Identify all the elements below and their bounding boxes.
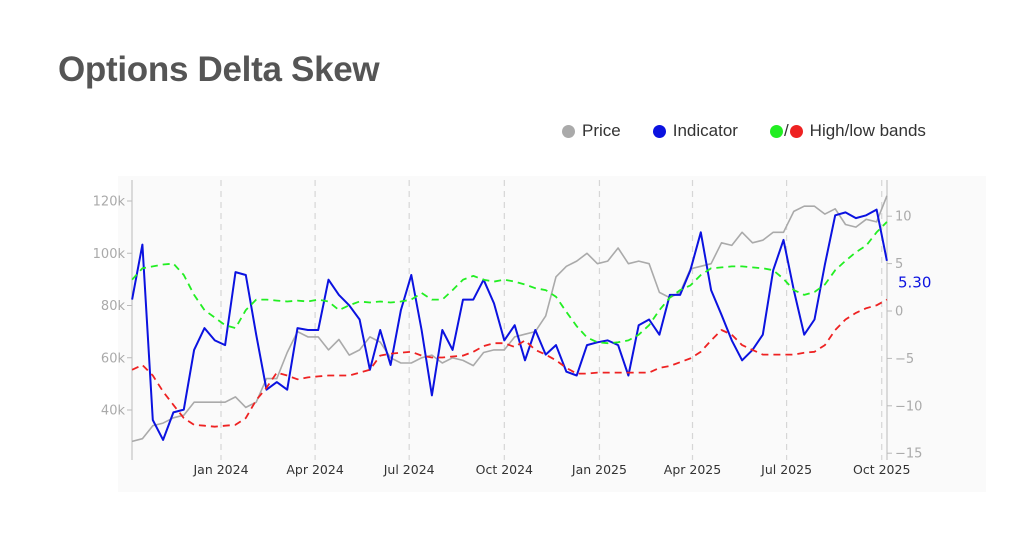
series-indicator (131, 208, 888, 441)
last-value-label: 5.30 (898, 274, 931, 292)
legend-separator: / (783, 121, 789, 140)
price-dot-icon (562, 124, 575, 138)
right-tick-label: 5 (895, 257, 903, 272)
high-band-dot-icon (769, 124, 783, 138)
right-tick-label: −5 (895, 352, 914, 367)
right-tick-label: −15 (895, 447, 922, 462)
x-tick-label: Apr 2025 (664, 462, 721, 477)
series-low-band (131, 298, 888, 428)
x-tick-label: Jul 2024 (383, 462, 435, 477)
x-tick-label: Jan 2025 (571, 462, 627, 477)
left-tick-label: 40k (101, 404, 126, 419)
series-price (131, 195, 888, 443)
left-tick-label: 60k (101, 351, 126, 366)
series-high-band (131, 221, 888, 345)
legend-label: Price (582, 121, 621, 140)
legend-item-indicator[interactable]: Indicator (652, 121, 738, 141)
left-tick-label: 120k (93, 195, 126, 210)
left-tick-label: 80k (101, 299, 126, 314)
indicator-dot-icon (652, 124, 666, 138)
right-tick-label: 10 (895, 210, 912, 225)
x-tick-label: Jan 2024 (192, 462, 248, 477)
x-tick-label: Apr 2024 (286, 462, 343, 477)
right-tick-label: 0 (895, 305, 903, 320)
plot-background (118, 176, 986, 492)
page-title: Options Delta Skew (58, 50, 380, 89)
legend-item-price[interactable]: Price (562, 121, 621, 141)
legend-label: High/low bands (809, 121, 926, 140)
right-tick-label: −10 (895, 399, 922, 414)
legend-item-bands[interactable]: / High/low bands (769, 121, 926, 141)
legend: Price Indicator / High/low bands (562, 121, 958, 141)
low-band-dot-icon (789, 124, 803, 138)
x-tick-label: Oct 2025 (853, 462, 910, 477)
left-tick-label: 100k (93, 247, 126, 262)
legend-label: Indicator (672, 121, 738, 140)
x-tick-label: Oct 2024 (476, 462, 533, 477)
x-tick-label: Jul 2025 (760, 462, 812, 477)
